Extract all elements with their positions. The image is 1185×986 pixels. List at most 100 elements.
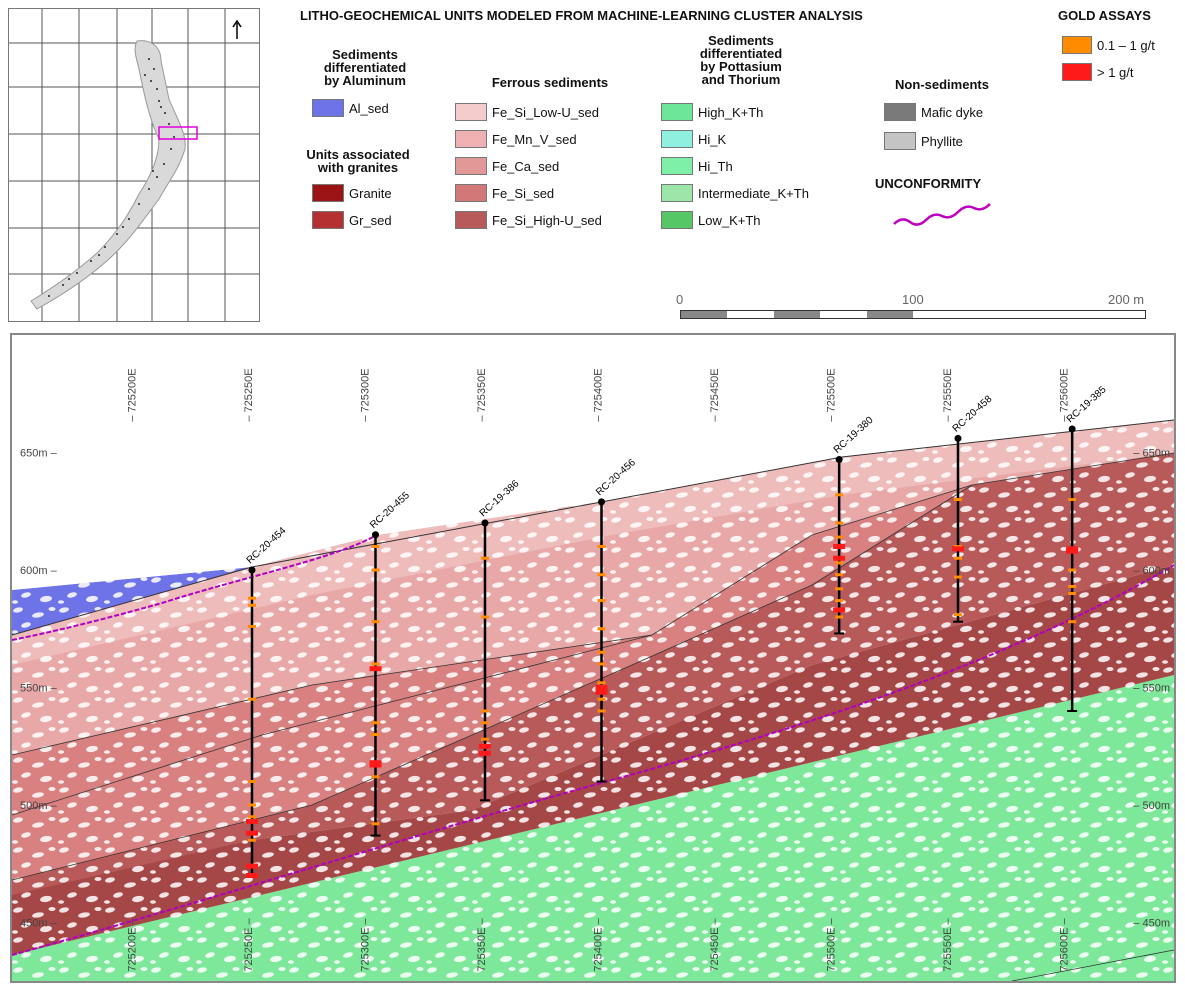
- easting-label-top: – 725300E: [360, 368, 372, 421]
- assay-interval-medium: [597, 662, 606, 666]
- elevation-label-left: 650m –: [20, 448, 58, 460]
- elevation-label-left: 450m –: [20, 918, 58, 930]
- swatch-fe-ca: [455, 157, 487, 175]
- legend-label: High_K+Th: [698, 104, 764, 120]
- heading-line: Units associated: [306, 147, 410, 162]
- swatch-granite: [312, 184, 344, 202]
- legend-label: Fe_Si_High-U_sed: [492, 212, 602, 228]
- unconformity-symbol-icon: [893, 203, 991, 226]
- drill-collars: [48, 58, 175, 297]
- assay-interval-medium: [248, 780, 256, 783]
- assay-interval-medium: [248, 815, 256, 819]
- contact-line: [12, 634, 653, 816]
- unconformity-label: UNCONFORMITY: [875, 176, 982, 191]
- assay-interval-medium: [597, 709, 606, 713]
- legend-heading-ferrous: Ferrous sediments: [470, 76, 630, 89]
- legend-item-fe-si: Fe_Si_sed: [455, 183, 554, 203]
- assay-interval-high: [833, 555, 846, 561]
- assay-interval-medium: [835, 521, 844, 525]
- swatch-fe-si: [455, 184, 487, 202]
- drillhole-collar: [371, 531, 379, 539]
- assay-interval-medium: [248, 596, 256, 600]
- elevation-label-left: 500m –: [20, 800, 58, 812]
- legend-item-fe-si-high-u: Fe_Si_High-U_sed: [455, 210, 602, 230]
- heading-line: with granites: [317, 160, 399, 175]
- easting-label-top: – 725350E: [476, 368, 488, 421]
- assay-interval-medium: [1068, 498, 1077, 501]
- swatch-gold-medium: [1062, 36, 1092, 54]
- legend-title: LITHO-GEOCHEMICAL UNITS MODELED FROM MAC…: [300, 8, 863, 23]
- legend-item-hi-th: Hi_Th: [661, 156, 733, 176]
- swatch-gold-high: [1062, 63, 1092, 81]
- geology-units: [12, 335, 1174, 981]
- heading-line: by Aluminum: [324, 73, 406, 88]
- easting-label-top: – 725600E: [1059, 368, 1071, 421]
- scale-label-200: 200 m: [1108, 292, 1145, 307]
- easting-label-bottom: 725550E –: [942, 918, 954, 972]
- drillhole-collar: [248, 566, 256, 574]
- elevation-label-right: – 600m: [1133, 565, 1170, 577]
- north-arrow-icon: [232, 19, 242, 39]
- easting-label-bottom: 725450E –: [709, 918, 721, 972]
- gold-assays-title: GOLD ASSAYS: [1058, 8, 1151, 23]
- assay-interval-high: [951, 546, 964, 552]
- legend-item-gold-high: > 1 g/t: [1062, 62, 1134, 82]
- swatch-intermediate-k-th: [661, 184, 693, 202]
- assay-interval-medium: [835, 599, 844, 603]
- legend-label: Fe_Mn_V_sed: [492, 131, 577, 147]
- heading-line: and Thorium: [701, 72, 781, 87]
- legend-label: 0.1 – 1 g/t: [1097, 37, 1155, 53]
- legend-heading-granites: Units associated with granites: [283, 148, 433, 174]
- easting-label-bottom: 725400E –: [593, 918, 605, 972]
- unconformity-line: [12, 564, 1174, 956]
- assay-interval-medium: [481, 615, 489, 619]
- legend-item-low-k-th: Low_K+Th: [661, 210, 761, 230]
- assay-interval-medium: [1068, 568, 1077, 572]
- assay-interval-medium: [371, 822, 380, 826]
- legend-item-high-k-th: High_K+Th: [661, 102, 763, 122]
- assay-interval-medium: [248, 624, 256, 628]
- elevation-label-right: – 450m: [1133, 918, 1170, 930]
- assay-interval-medium: [597, 599, 606, 603]
- drillhole-collar: [835, 456, 843, 464]
- legend-item-gr-sed: Gr_sed: [312, 210, 392, 230]
- legend-item-hi-k: Hi_K: [661, 129, 726, 149]
- swatch-gr-sed: [312, 211, 344, 229]
- project-outline: [30, 40, 186, 310]
- easting-label-bottom: 725200E –: [127, 918, 139, 972]
- assay-interval-medium: [835, 615, 844, 619]
- drillhole-collar: [954, 434, 962, 442]
- assay-interval-high: [1066, 548, 1079, 554]
- swatch-phyllite: [884, 132, 916, 150]
- assay-interval-medium: [953, 556, 962, 560]
- heading-line: differentiated: [699, 46, 783, 61]
- assay-interval-medium: [371, 775, 380, 779]
- scale-bar-segments: [680, 310, 1146, 319]
- scale-label-0: 0: [676, 292, 684, 307]
- assay-interval-medium: [248, 838, 256, 842]
- legend-label: Fe_Si_sed: [492, 185, 555, 201]
- assay-interval-medium: [597, 697, 606, 701]
- assay-interval-medium: [597, 650, 606, 654]
- easting-label-top: – 725500E: [826, 368, 838, 421]
- assay-interval-high: [369, 666, 382, 672]
- heading-line: Sediments: [332, 47, 398, 62]
- swatch-hi-k: [661, 130, 693, 148]
- assay-interval-high: [369, 762, 382, 768]
- legend-item-granite: Granite: [312, 183, 392, 203]
- legend-label: Fe_Ca_sed: [492, 158, 560, 174]
- easting-label-top: – 725550E: [942, 368, 954, 421]
- section-axes: – 725200E 725200E – – 725250E 725250E – – 72…: [20, 368, 1170, 971]
- cross-section-canvas: – 725200E 725200E – – 725250E 725250E – – 72…: [12, 335, 1174, 981]
- assay-interval-medium: [481, 737, 489, 741]
- legend-label: Low_K+Th: [698, 212, 761, 228]
- assay-interval-high: [479, 750, 491, 756]
- assay-interval-medium: [248, 803, 256, 807]
- legend-label: Intermediate_K+Th: [698, 185, 809, 201]
- heading-line: by Pottasium: [700, 59, 782, 74]
- easting-label-bottom: 725300E –: [360, 918, 372, 972]
- contact-line: [1011, 949, 1174, 981]
- assay-interval-medium: [481, 709, 489, 713]
- assay-interval-medium: [1068, 584, 1077, 588]
- assay-interval-medium: [481, 556, 489, 560]
